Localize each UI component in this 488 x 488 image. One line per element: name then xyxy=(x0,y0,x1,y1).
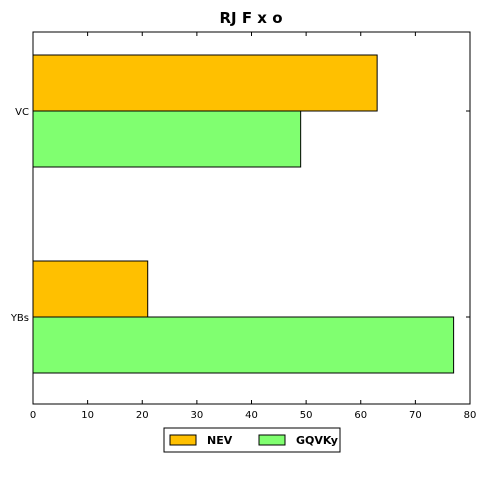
legend-swatch-gqvky xyxy=(258,434,286,446)
x-tick-label: 0 xyxy=(30,410,36,421)
x-tick-label: 30 xyxy=(191,410,204,421)
legend-label-gqvky: GQVKy xyxy=(296,434,338,447)
x-tick-label: 50 xyxy=(300,410,313,421)
x-tick-label: 10 xyxy=(81,410,94,421)
legend-label-nev: NEV xyxy=(207,434,233,447)
bar-gqvky-vc xyxy=(32,110,302,168)
bar-nev-vc xyxy=(32,54,378,112)
y-tick-label-ybs: YBs xyxy=(10,313,29,324)
x-tick-label: 20 xyxy=(136,410,149,421)
legend: NEV GQVKy xyxy=(163,427,341,453)
chart-title: RJ F x o xyxy=(219,9,282,27)
bar-nev-ybs xyxy=(32,260,149,318)
x-tick-label: 60 xyxy=(354,410,367,421)
y-tick-label-vc: VC xyxy=(15,107,29,118)
legend-swatch-nev xyxy=(169,434,197,446)
x-tick-label: 70 xyxy=(409,410,422,421)
legend-items: NEV GQVKy xyxy=(169,434,338,447)
x-tick-label: 80 xyxy=(464,410,477,421)
x-tick-label: 40 xyxy=(245,410,258,421)
bars-layer xyxy=(32,54,455,374)
bar-gqvky-ybs xyxy=(32,316,455,374)
ticks-layer: 0 10 20 30 40 50 60 70 80 VC YBs xyxy=(10,32,477,421)
